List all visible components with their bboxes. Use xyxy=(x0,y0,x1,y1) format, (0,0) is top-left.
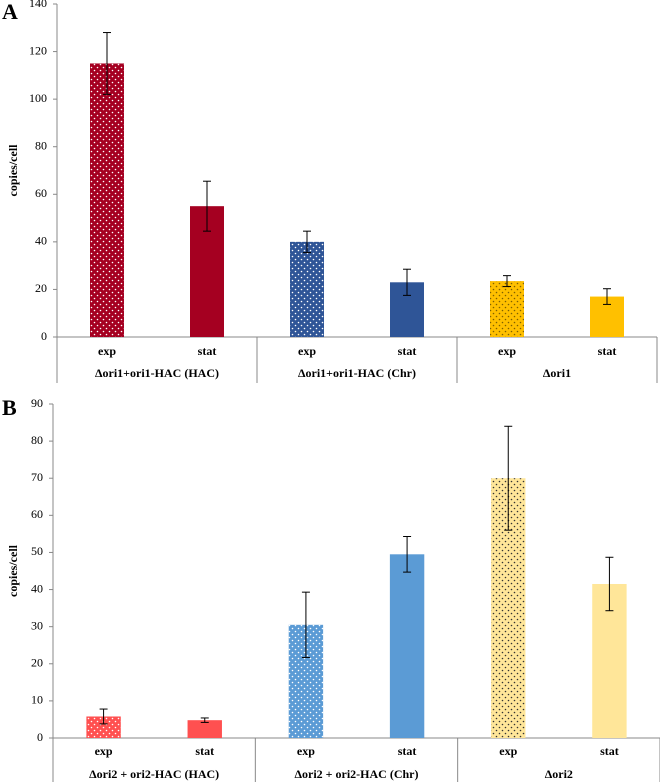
error-bar xyxy=(99,708,108,725)
x-tick-label: exp xyxy=(499,744,517,758)
y-tick-label: 0 xyxy=(37,730,43,744)
y-tick-label: 70 xyxy=(31,470,43,484)
error-bar xyxy=(403,268,411,296)
x-tick-label: stat xyxy=(398,344,417,358)
error-bar xyxy=(403,535,412,573)
error-bar xyxy=(503,275,511,288)
y-tick-label: 40 xyxy=(31,581,43,595)
x-tick-label: exp xyxy=(498,344,516,358)
x-tick-label: exp xyxy=(297,744,315,758)
x-tick-label: exp xyxy=(98,344,116,358)
x-tick-label: stat xyxy=(198,344,217,358)
error-bar xyxy=(504,425,513,531)
x-tick-label: exp xyxy=(95,744,113,758)
y-tick-label: 80 xyxy=(35,138,47,152)
bar xyxy=(290,241,324,337)
y-tick-label: 60 xyxy=(35,186,47,200)
y-axis-label: copies/cell xyxy=(6,144,20,197)
group-label: Δori1+ori1-HAC (Chr) xyxy=(298,366,416,380)
error-bar xyxy=(603,288,611,305)
bar xyxy=(389,554,425,738)
bar xyxy=(90,63,124,337)
error-bar xyxy=(103,32,111,95)
y-tick-label: 0 xyxy=(41,329,47,343)
group-label: Δori2 xyxy=(545,767,573,781)
y-tick-label: 10 xyxy=(31,693,43,707)
panel-label: A xyxy=(2,0,18,24)
y-tick-label: 20 xyxy=(35,281,47,295)
y-tick-label: 120 xyxy=(29,43,47,57)
y-tick-label: 90 xyxy=(31,396,43,410)
y-tick-label: 20 xyxy=(31,656,43,670)
error-bar xyxy=(200,717,209,723)
y-axis-label: copies/cell xyxy=(6,544,20,597)
error-bar xyxy=(605,556,614,612)
bar xyxy=(490,281,524,337)
y-tick-label: 50 xyxy=(31,544,43,558)
panel-label: B xyxy=(2,395,17,420)
y-tick-label: 80 xyxy=(31,433,43,447)
y-tick-label: 40 xyxy=(35,234,47,248)
y-tick-label: 60 xyxy=(31,507,43,521)
x-tick-label: stat xyxy=(398,744,417,758)
group-label: Δori2 + ori2-HAC (HAC) xyxy=(89,767,219,781)
y-tick-label: 140 xyxy=(29,0,47,10)
bar xyxy=(187,720,222,738)
x-tick-label: stat xyxy=(598,344,617,358)
group-label: Δori1+ori1-HAC (HAC) xyxy=(95,366,219,380)
group-label: Δori1 xyxy=(543,366,571,380)
bar xyxy=(86,716,121,738)
error-bar xyxy=(301,591,310,658)
x-tick-label: exp xyxy=(298,344,316,358)
x-tick-label: stat xyxy=(600,744,619,758)
error-bar xyxy=(303,230,311,254)
group-label: Δori2 + ori2-HAC (Chr) xyxy=(294,767,418,781)
error-bar xyxy=(203,180,211,232)
y-tick-label: 30 xyxy=(31,618,43,632)
x-tick-label: stat xyxy=(195,744,214,758)
y-tick-label: 100 xyxy=(29,91,47,105)
